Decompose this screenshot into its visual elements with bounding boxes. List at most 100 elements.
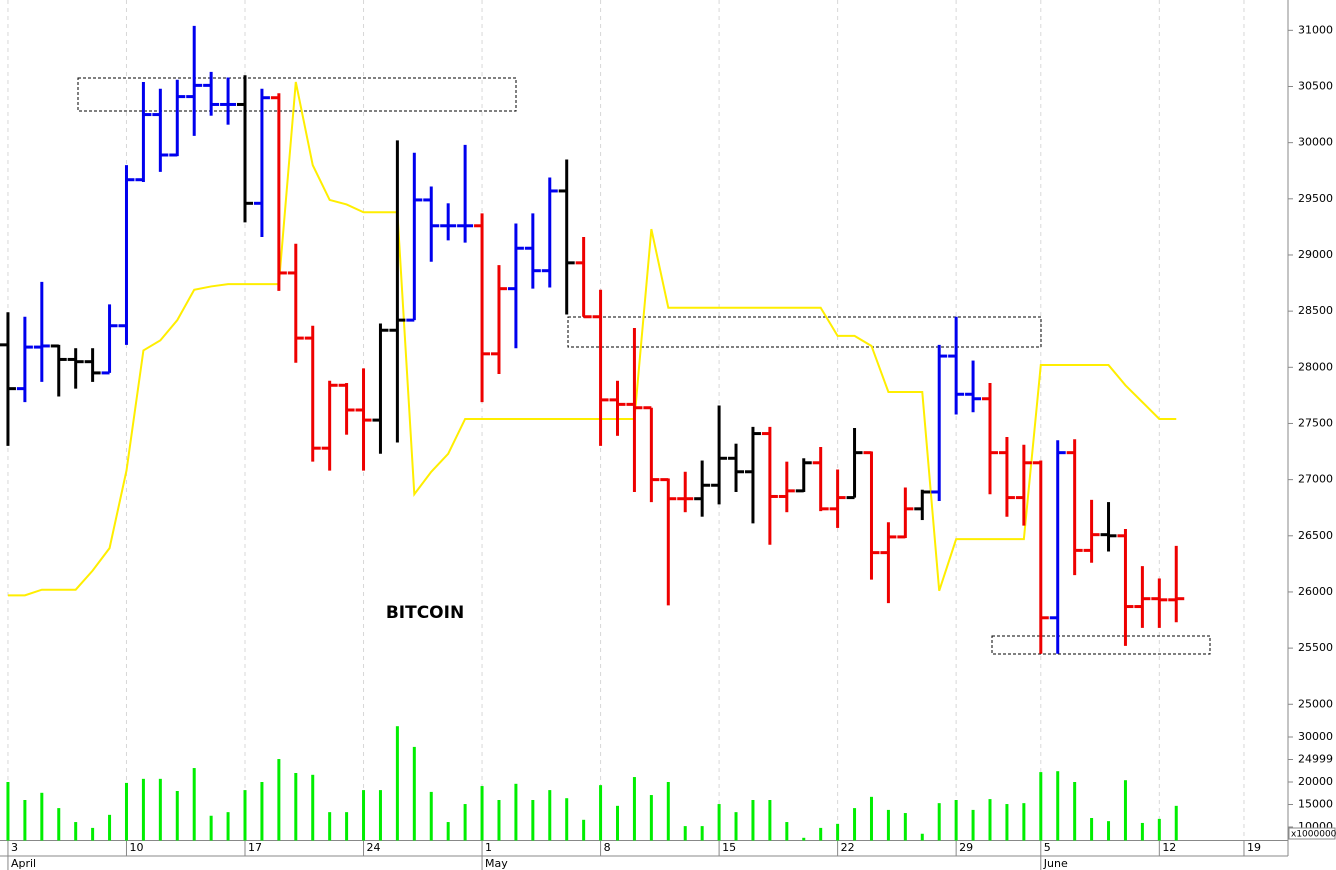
volume-bar [599,785,603,841]
ohlc-bar [728,443,745,492]
volume-bar [869,796,873,841]
ohlc-bar [203,71,220,116]
ohlc-bar [186,25,203,136]
y-tick-label: 25500 [1298,641,1333,654]
volume-bar [40,792,44,841]
chart-title: BITCOIN [386,603,464,623]
ohlc-bar [897,487,914,539]
unit-box [1288,827,1336,840]
volume-bar [751,800,755,841]
ohlc-bar [880,522,897,604]
volume-bar [378,790,382,841]
volume-bar [1039,772,1043,841]
volume-bar [74,822,78,841]
ohlc-bar [423,186,440,262]
y-tick-label: 31000 [1298,23,1333,36]
volume-bar [1005,804,1009,841]
ohlc-bar [1066,439,1083,576]
volume-bar [1073,782,1077,841]
volume-bar [531,800,535,841]
volume-bar [497,800,501,841]
volume-bar [108,814,112,841]
y-tick-label: 28000 [1298,360,1333,373]
volume-bar [124,782,128,841]
x-tick-label: 12 [1162,841,1176,854]
volume-bar [175,791,179,841]
volume-bar [802,837,806,841]
volume-bar [700,826,704,841]
volume-bar [480,786,484,841]
volume-bar [1022,803,1026,841]
ohlc-bar [101,304,118,375]
ohlc-bar [1015,444,1032,526]
ohlc-bar [592,289,609,446]
volume-tick-label: 24999 [1298,753,1333,766]
y-tick-label: 27500 [1298,416,1333,429]
x-tick-label: 29 [959,841,973,854]
ohlc-bar [474,213,491,403]
volume-bar [226,812,230,841]
volume-bar [6,782,10,841]
volume-bar [565,798,569,841]
volume-bar [836,823,840,841]
ohlc-bar [778,461,795,513]
ohlc-bar [829,469,846,528]
volume-bar [853,808,857,841]
ohlc-bar [524,213,541,289]
x-tick-label: 17 [248,841,262,854]
volume-bar [785,822,789,841]
ohlc-bar [16,316,33,403]
ohlc-bar [694,460,711,517]
volume-bar [582,819,586,841]
ohlc-bar [1117,529,1134,646]
volume-bar [1090,818,1094,841]
volume-bar [158,778,162,841]
volume-bar [632,777,636,841]
ohlc-bar [998,436,1015,517]
volume-bar [1123,780,1127,841]
volume-bar [886,809,890,841]
y-tick-label: 28500 [1298,304,1333,317]
ohlc-bar [457,144,474,243]
ohlc-bar [84,348,101,382]
ohlc-bar [626,327,643,492]
overlay-line [7,81,1177,597]
volume-bar [395,726,399,841]
x-tick-label: 10 [129,841,143,854]
ohlc-bar [372,323,389,454]
ohlc-bar [338,383,355,435]
volume-bar [260,782,264,841]
ohlc-bar [863,451,880,580]
y-tick-label: 25000 [1298,697,1333,710]
range-box [567,316,1042,348]
ohlc-bar [1049,440,1066,654]
ohlc-bar [237,75,254,223]
ohlc-bar [1032,460,1049,654]
ohlc-bar [965,360,982,413]
volume-bar [768,800,772,841]
ohlc-bar [795,458,812,493]
volume-tick-label: 20000 [1298,775,1333,788]
ohlc-bar [1168,545,1185,623]
ohlc-bar [169,79,186,157]
volume-tick-label: 15000 [1298,798,1333,811]
ohlc-bar [304,325,321,462]
ohlc-bar [355,368,372,471]
x-tick-label: 15 [722,841,736,854]
ohlc-bar [541,177,558,288]
y-tick-label: 26500 [1298,529,1333,542]
volume-bar [954,800,958,841]
ohlc-bar [660,478,677,606]
ohlc-bar [948,316,965,415]
month-label: June [1043,857,1068,870]
ohlc-bar [744,426,761,524]
volume-bar [57,808,61,841]
volume-bar [717,804,721,841]
month-label: April [11,857,36,870]
volume-bar [209,815,213,841]
volume-bar [1157,818,1161,841]
volume-bar [514,783,518,841]
volume-bar [988,799,992,841]
